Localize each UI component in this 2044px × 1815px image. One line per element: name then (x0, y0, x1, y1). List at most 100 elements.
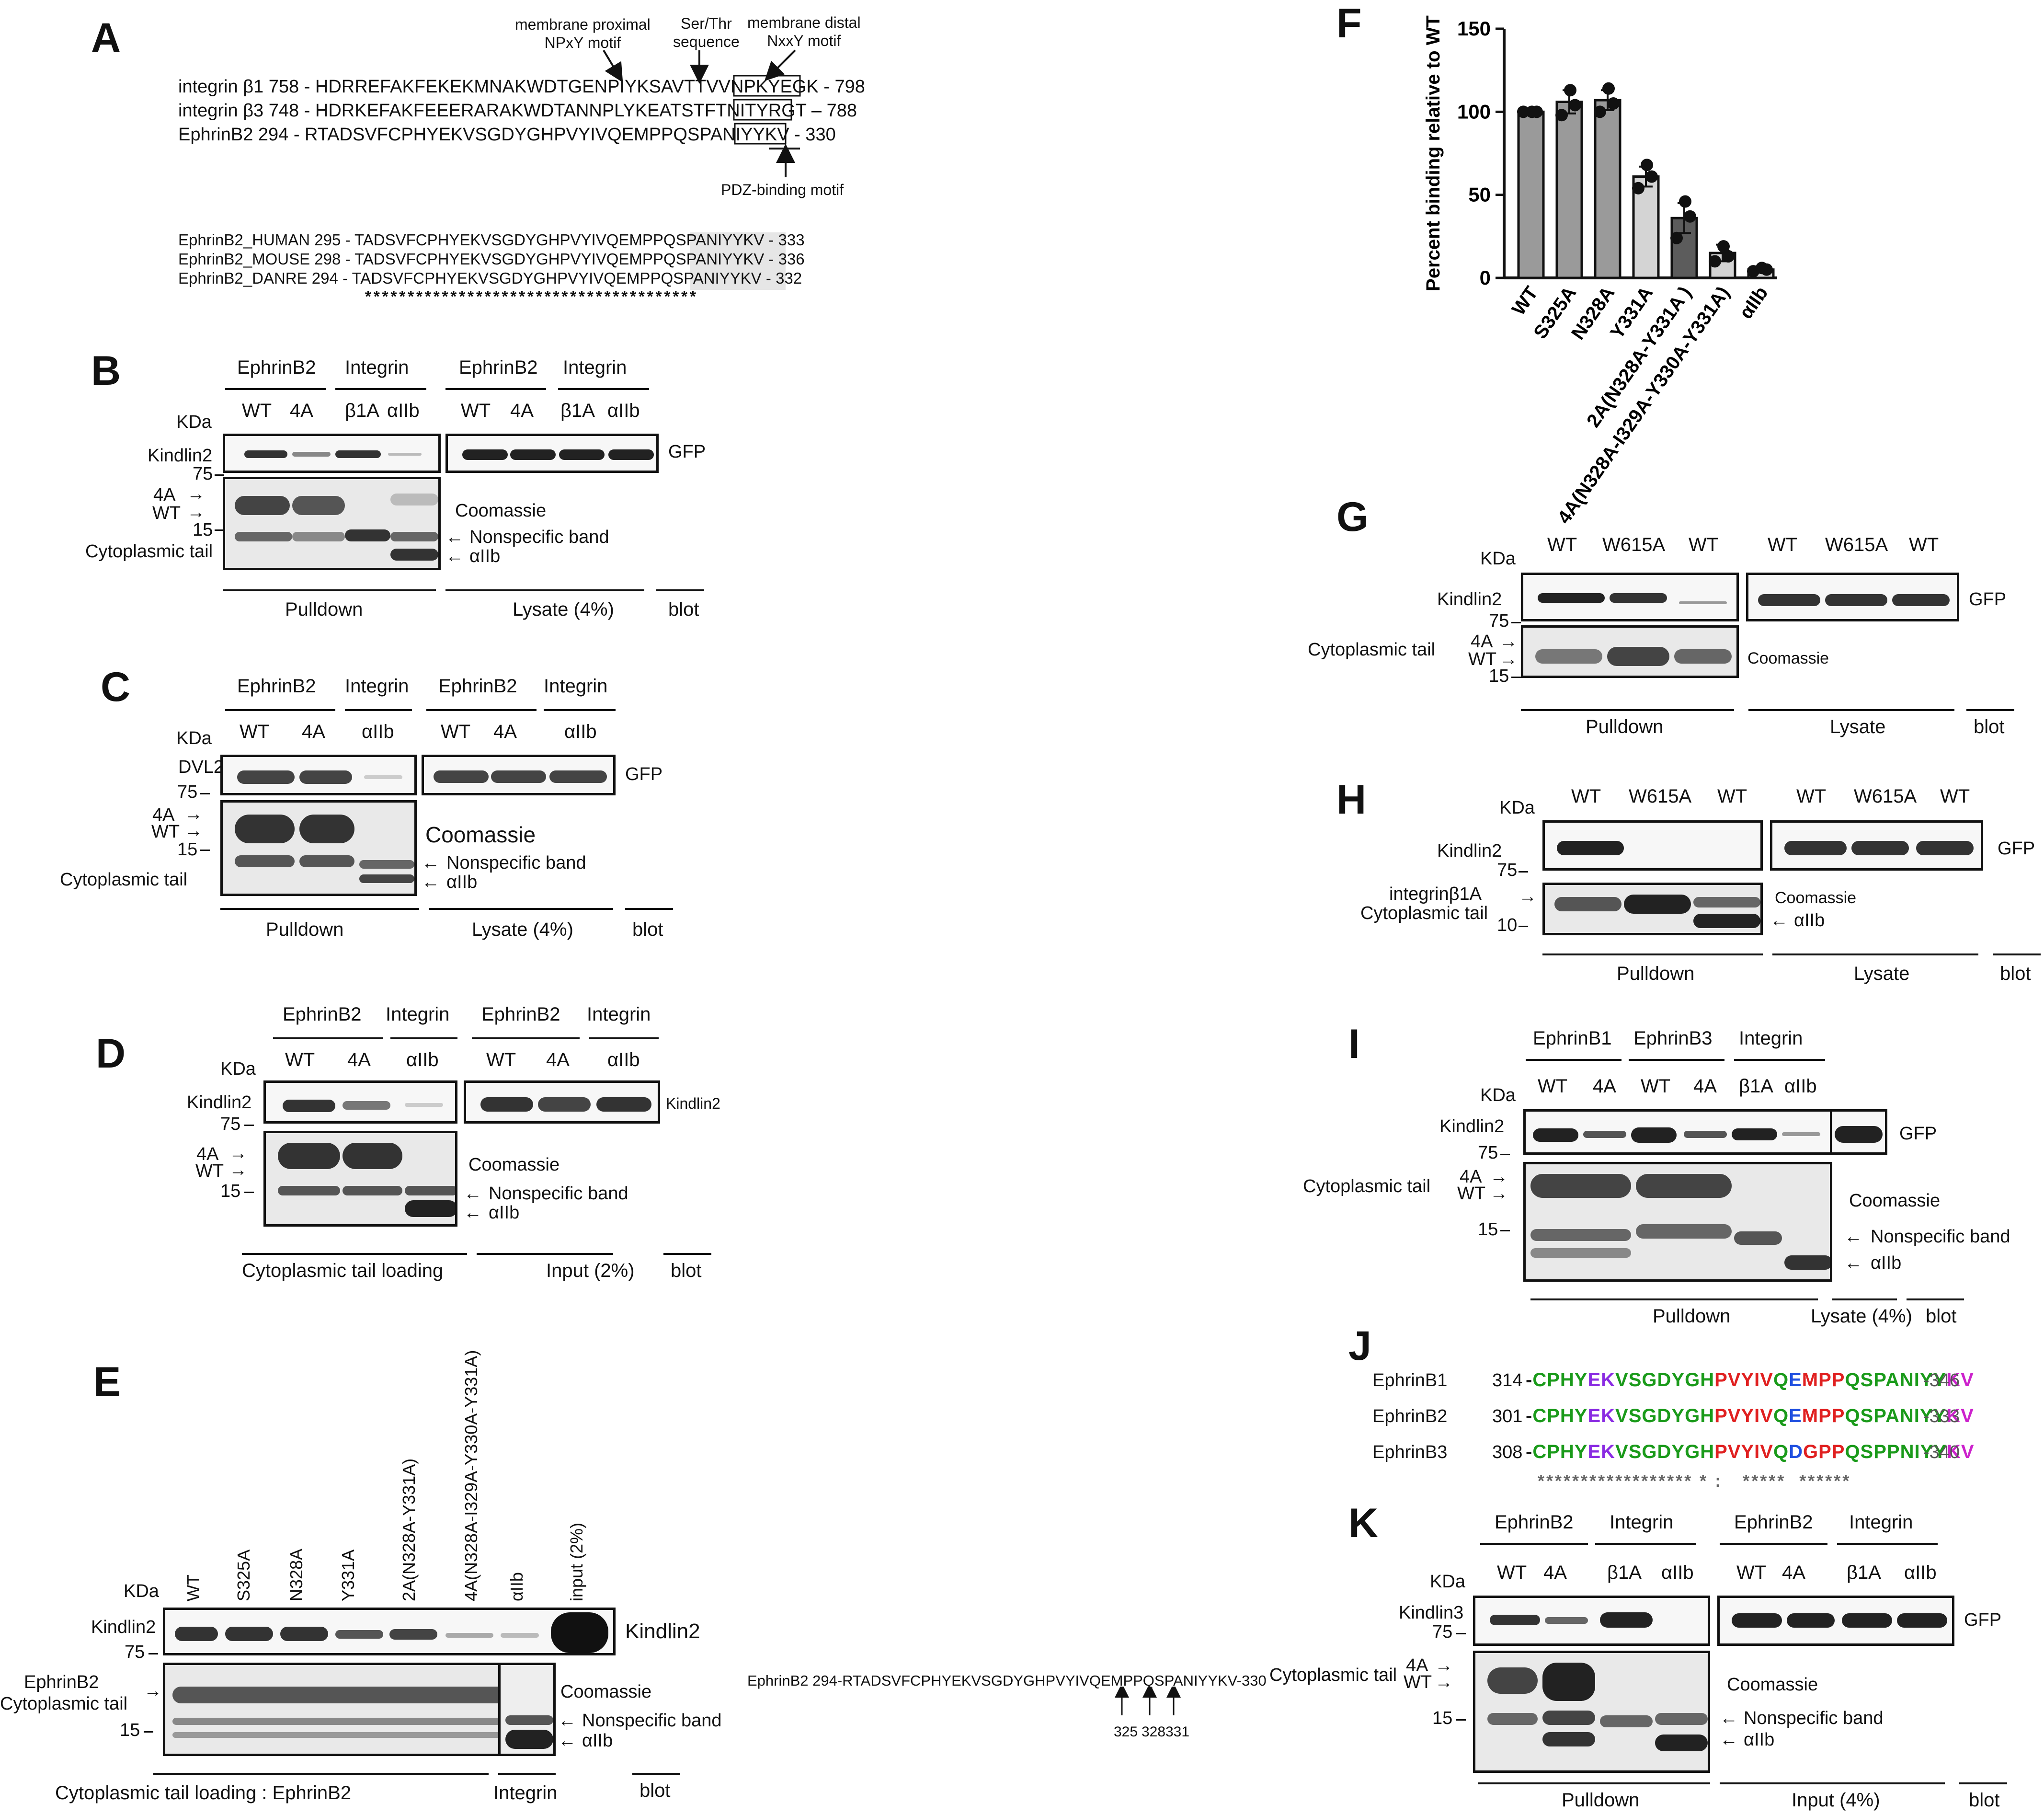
lane-label: β1A (1607, 1562, 1642, 1583)
e-sequence: EphrinB2 294-RTADSVFCPHYEKVSGDYGHPVYIVQE… (747, 1672, 1267, 1689)
lane-label: input (2%) (567, 1522, 586, 1601)
bottom-label: blot (668, 599, 699, 620)
arrow-glyph: → (1490, 1167, 1508, 1187)
blot-label: DVL2 (178, 757, 224, 777)
group-header: Integrin (1849, 1512, 1913, 1533)
blot-label: Kindlin2 (1437, 841, 1502, 861)
e-position-arrows (1115, 1687, 1181, 1715)
panel-label-i: I (1348, 1021, 1360, 1067)
group-header: EphrinB2 (237, 357, 316, 378)
arrow-glyph: ← (1844, 1253, 1862, 1273)
bottom-label: blot (1974, 716, 2005, 737)
gel-c-coomassie (220, 800, 417, 896)
left-label: Cytoplasmic tail (1308, 640, 1436, 660)
blot-c-dvl2-pulldown (220, 755, 417, 795)
seq-end: -333 (1923, 1406, 1960, 1426)
arrow-glyph: ← (558, 1731, 576, 1751)
panel-label-d: D (96, 1031, 126, 1077)
group-header: Integrin (1739, 1028, 1803, 1049)
blot-label: Kindlin3 (1399, 1603, 1464, 1623)
lane-label: W615A (1602, 534, 1666, 555)
right-label: Nonspecific band (489, 1183, 628, 1204)
lane-label: 4A (493, 721, 517, 742)
bottom-label: Lysate (4%) (513, 599, 614, 620)
bottom-label: blot (671, 1260, 702, 1281)
arrow-glyph: → (1490, 1183, 1508, 1204)
data-point (1526, 105, 1538, 118)
right-label: Coomassie (455, 501, 547, 521)
group-header: Integrin (544, 676, 608, 697)
bottom-label: Lysate (4%) (1811, 1306, 1912, 1327)
blot-h-kindlin-pulldown (1542, 820, 1763, 871)
group-header: EphrinB1 (1533, 1028, 1612, 1049)
kda-label: KDa (176, 412, 212, 432)
arrow-glyph: → (1519, 886, 1537, 907)
arrow-glyph: → (144, 1681, 162, 1701)
lane-label: WT (1689, 534, 1719, 555)
seq-integrin-b3: integrin β3 748 - HDRKEFAKFEEERARAKWDTAN… (178, 101, 857, 121)
panel-label-e: E (93, 1359, 121, 1405)
seq-ephrinb2-danre: EphrinB2_DANRE 294 - TADSVFCPHYEKVSGDYGH… (178, 269, 802, 287)
left-label: WT (151, 822, 180, 842)
arrow-glyph: ← (1720, 1730, 1738, 1750)
group-header: Integrin (1610, 1512, 1674, 1533)
lane-label: αIIb (387, 400, 420, 421)
lane-label: 4A (1543, 1562, 1567, 1583)
npxy-annotation: membrane proximal NPxY motif (515, 16, 651, 51)
right-label: αIIb (446, 872, 478, 892)
lane-label: αIIb (607, 400, 640, 421)
kda-label: KDa (1480, 549, 1516, 569)
arrow-glyph: ← (1770, 910, 1788, 930)
x-tick-label: αIIb (1735, 283, 1772, 323)
arrow-glyph: ← (1844, 1227, 1862, 1247)
bottom-label: Lysate (1830, 716, 1886, 737)
mw-marker: 15 (220, 1181, 241, 1201)
panel-a-arrows (603, 49, 801, 177)
seq-name: EphrinB3 (1372, 1442, 1448, 1462)
lane-label: W615A (1629, 786, 1692, 807)
arrow-glyph: → (1499, 649, 1518, 669)
consensus-line: ****************** * : ***** ****** (1538, 1471, 1851, 1491)
lane-label: 4A (347, 1049, 371, 1070)
blot-right-label: GFP (1899, 1124, 1937, 1144)
lane-label: WT (1768, 534, 1798, 555)
y-tick-label: 150 (1457, 17, 1491, 40)
data-point (1602, 82, 1615, 95)
blot-d-kindlin-pulldown (263, 1080, 457, 1124)
lane-label: β1A (1739, 1076, 1773, 1097)
seq-ephrinb3: -CPHYEKVSGDYGHPVYIVQDGPPQSPPNIYYKV (1526, 1441, 1975, 1462)
conserved-highlight (690, 232, 786, 290)
lane-label: 4A (510, 400, 534, 421)
bottom-label: Lysate (1854, 963, 1910, 984)
data-point (1717, 240, 1730, 253)
group-header: Integrin (587, 1004, 651, 1025)
right-label: Coomassie (560, 1682, 652, 1702)
mw-marker: 15 (120, 1720, 140, 1740)
left-label: 4A (1460, 1167, 1482, 1187)
left-label: integrinβ1A (1389, 884, 1482, 904)
group-header: Integrin (345, 357, 409, 378)
bottom-label: blot (1926, 1306, 1957, 1327)
y-tick-label: 100 (1457, 100, 1491, 123)
mw-marker: 15 (1489, 666, 1509, 686)
arrow-glyph: → (184, 821, 203, 841)
arrow-glyph: ← (558, 1711, 576, 1731)
blot-c-gfp-lysate (422, 755, 616, 795)
lane-label: WT (1909, 534, 1939, 555)
data-point (1670, 231, 1683, 244)
lane-label: WT (1547, 534, 1577, 555)
blot-right-label: GFP (1964, 1610, 2002, 1630)
bar-chart: 0 50 100 150 Percent binding relative to WT W… (1423, 15, 1777, 528)
seq-ephrinb2-j: -CPHYEKVSGDYGHPVYIVQEMPPQSPANIYYKV (1526, 1405, 1974, 1426)
left-label: Cytoplasmic tail (85, 541, 213, 562)
group-header: EphrinB2 (481, 1004, 560, 1025)
arrow-glyph: → (187, 502, 205, 522)
kda-label: KDa (1499, 798, 1535, 818)
lane-label: β1A (560, 400, 595, 421)
data-point (1607, 97, 1620, 110)
lane-label: 2A(N328A-Y331A) (399, 1458, 419, 1601)
bottom-label: Pulldown (285, 599, 363, 620)
arrow-glyph: → (1499, 632, 1518, 652)
blot-right-label: Kindlin2 (666, 1095, 720, 1112)
right-label: αIIb (489, 1203, 520, 1223)
